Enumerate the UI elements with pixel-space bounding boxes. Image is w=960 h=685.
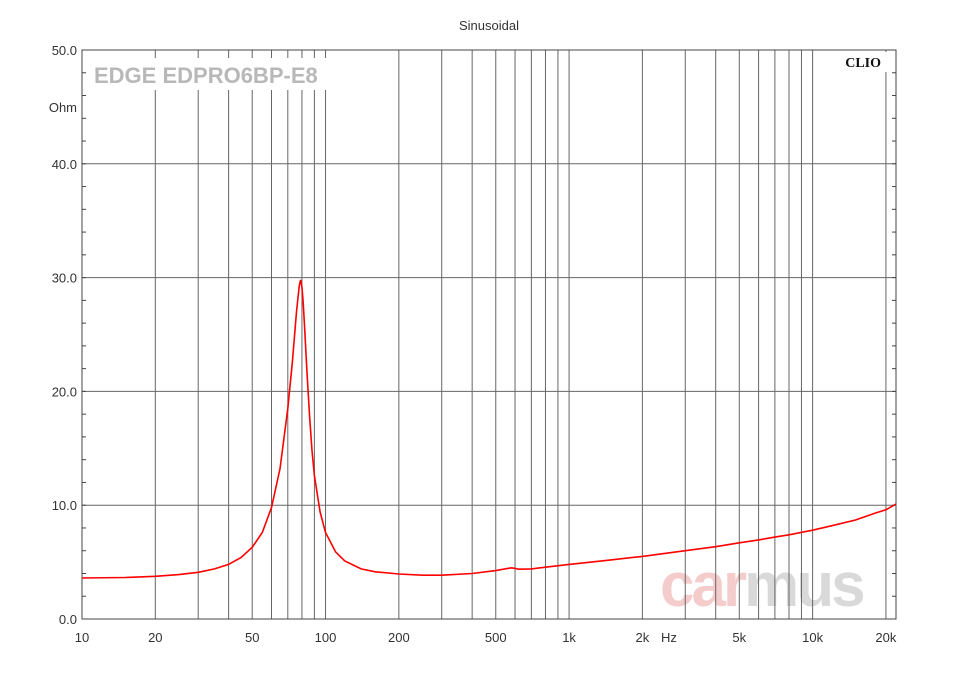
- x-tick-label: 100: [315, 630, 337, 645]
- grid: [82, 50, 896, 619]
- y-tick-label: 0.0: [59, 612, 77, 627]
- x-tick-label: 10: [75, 630, 89, 645]
- y-tick-labels: 0.0 10.0 20.0 30.0 40.0 50.0: [52, 43, 77, 627]
- chart-title: Sinusoidal: [459, 18, 519, 33]
- carmus-watermark: carmus: [660, 551, 866, 620]
- minor-ticks: [82, 49, 896, 620]
- x-tick-label: 200: [388, 630, 410, 645]
- x-tick-label: 2k: [636, 630, 650, 645]
- x-tick-label: 1k: [562, 630, 576, 645]
- y-axis-label: Ohm: [49, 100, 77, 115]
- x-tick-label: 50: [245, 630, 259, 645]
- x-tick-label: 500: [485, 630, 507, 645]
- y-tick-label: 30.0: [52, 271, 77, 286]
- brand-label-bg: [834, 52, 888, 72]
- x-tick-label: 10k: [802, 630, 823, 645]
- x-tick-labels: 10 20 50 100 200 500 1k 2k 5k 10k 20k: [75, 630, 897, 645]
- y-tick-label: 40.0: [52, 157, 77, 172]
- svg-text:carmus: carmus: [660, 551, 863, 620]
- plot-frame: [81, 49, 897, 620]
- y-tick-label: 20.0: [52, 384, 77, 399]
- impedance-curve: [81, 279, 897, 579]
- watermark-part1: car: [660, 551, 747, 620]
- watermark-part2: mus: [744, 551, 863, 620]
- y-tick-label: 50.0: [52, 43, 77, 58]
- x-tick-label: 20: [148, 630, 162, 645]
- clio-label: CLIO: [845, 56, 881, 71]
- model-label-bg: [88, 58, 364, 90]
- y-tick-label: 10.0: [52, 498, 77, 513]
- x-tick-label: 5k: [732, 630, 746, 645]
- x-tick-label: 20k: [875, 630, 896, 645]
- model-label: EDGE EDPRO6BP-E8: [94, 63, 318, 88]
- x-axis-label: Hz: [661, 630, 677, 645]
